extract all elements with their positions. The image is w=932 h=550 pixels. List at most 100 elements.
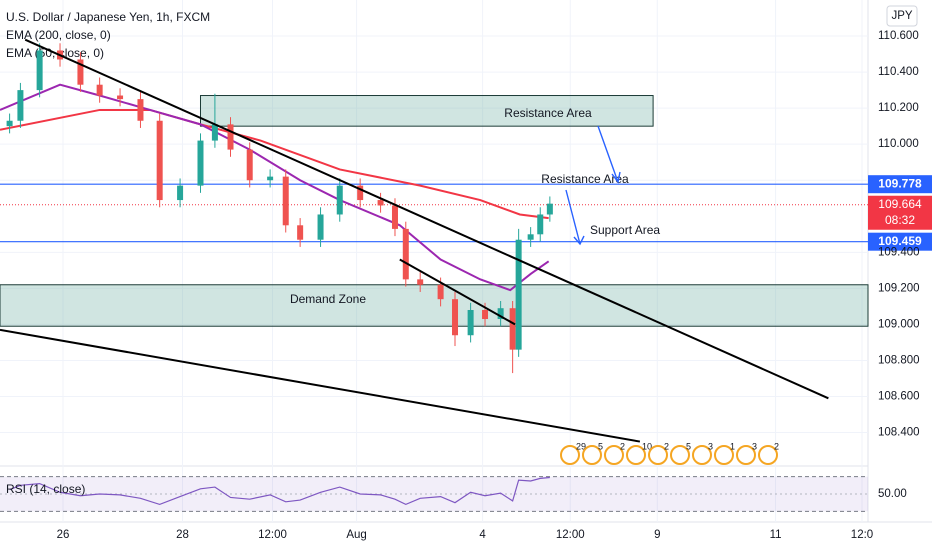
event-label: 5: [598, 441, 603, 451]
level-label: 109.459: [878, 234, 922, 248]
x-tick-label: Aug: [346, 529, 366, 541]
candle-body: [515, 239, 522, 350]
candle-body: [509, 308, 516, 350]
level-tag: [868, 175, 932, 194]
candle-body: [197, 140, 204, 186]
event-label: 2: [664, 441, 669, 451]
zone: [0, 284, 869, 327]
candle-body: [246, 149, 253, 181]
x-tick-label: 28: [176, 529, 189, 541]
arrow: [597, 125, 621, 184]
event-label: 3: [752, 441, 757, 451]
legend-entry: EMA (200, close, 0): [6, 28, 111, 42]
candle-body: [227, 124, 234, 150]
ema-line: [0, 108, 549, 220]
event-icon: [626, 445, 646, 465]
candle-body: [357, 185, 364, 201]
countdown: 08:32: [885, 213, 915, 227]
event-label: 3: [708, 441, 713, 451]
candle-body: [156, 120, 163, 201]
x-tick-label: 4: [479, 529, 486, 541]
y-tick-label: 109.000: [878, 318, 920, 330]
y-tick-label: 110.000: [878, 138, 919, 150]
candle-body: [6, 120, 13, 127]
x-tick-label: 12:0: [851, 529, 873, 541]
annotation: Resistance Area: [541, 172, 629, 186]
y-tick-label: 109.400: [878, 246, 920, 258]
arrows: [565, 125, 621, 246]
ema-line: [0, 83, 550, 292]
x-tick-label: 11: [770, 529, 782, 541]
zone-label: Resistance Area: [504, 106, 592, 120]
trendline: [399, 258, 516, 326]
currency: JPY: [891, 10, 912, 22]
candle-body: [137, 99, 144, 121]
candle-body: [377, 200, 384, 206]
candle-body: [282, 176, 289, 226]
candle-body: [537, 214, 544, 235]
rsi-tick-label: 50.00: [878, 488, 907, 500]
event-label: 29: [576, 441, 586, 451]
trendline: [24, 38, 829, 400]
rsi-band: [0, 476, 868, 512]
candle-body: [482, 310, 489, 320]
candle-body: [96, 84, 103, 96]
zone: [199, 95, 654, 127]
candle-body: [267, 176, 274, 181]
candle-body: [77, 59, 84, 85]
rsi-title: RSI (14, close): [6, 482, 85, 496]
candle-body: [317, 214, 324, 240]
candle-body: [117, 95, 124, 100]
event-icon: [604, 445, 624, 465]
candle-body: [297, 225, 304, 240]
chart-title: U.S. Dollar / Japanese Yen, 1h, FXCM: [6, 10, 210, 24]
y-tick-label: 108.600: [878, 391, 920, 403]
y-tick-label: 110.600: [878, 30, 919, 42]
last-price-tag: [868, 195, 932, 230]
candle-body: [211, 124, 218, 141]
candle-body: [177, 185, 184, 201]
candle-body: [17, 90, 24, 121]
y-tick-label: 109.200: [878, 282, 920, 294]
candle-body: [437, 284, 444, 300]
candle-body: [417, 279, 424, 285]
event-label: 10: [642, 441, 652, 451]
zone-label: Demand Zone: [290, 292, 366, 306]
y-tick-label: 108.400: [878, 427, 920, 439]
event-label: 5: [686, 441, 691, 451]
candle-body: [546, 203, 553, 215]
x-tick-label: 9: [654, 529, 660, 541]
event-icon: [670, 445, 690, 465]
event-icon: [758, 445, 778, 465]
event-label: 2: [620, 441, 625, 451]
candle-body: [391, 205, 398, 229]
y-tick-label: 108.800: [878, 354, 920, 366]
annotation: Support Area: [590, 223, 660, 237]
event-icon: [692, 445, 712, 465]
x-tick-label: 12:00: [556, 529, 585, 541]
event-icon: [648, 445, 668, 465]
event-label: 1: [730, 441, 735, 451]
candle-body: [402, 228, 409, 280]
y-tick-label: 110.400: [878, 66, 919, 78]
level-label: 109.778: [878, 176, 922, 190]
rsi-line: [9, 476, 550, 506]
event-icon: [582, 445, 602, 465]
candle-body: [336, 185, 343, 215]
candle-body: [467, 310, 474, 336]
y-tick-label: 110.200: [878, 102, 919, 114]
x-tick-label: 26: [57, 529, 70, 541]
last-price-label: 109.664: [878, 197, 922, 211]
event-icon: [560, 445, 580, 465]
candle-body: [527, 234, 534, 240]
candle-body: [36, 50, 43, 91]
currency-box[interactable]: [886, 5, 918, 27]
trendline: [0, 328, 641, 443]
event-label: 2: [774, 441, 779, 451]
x-tick-label: 12:00: [258, 529, 287, 541]
candle-body: [452, 299, 459, 336]
arrow: [565, 189, 585, 246]
level-tag: [868, 232, 932, 251]
